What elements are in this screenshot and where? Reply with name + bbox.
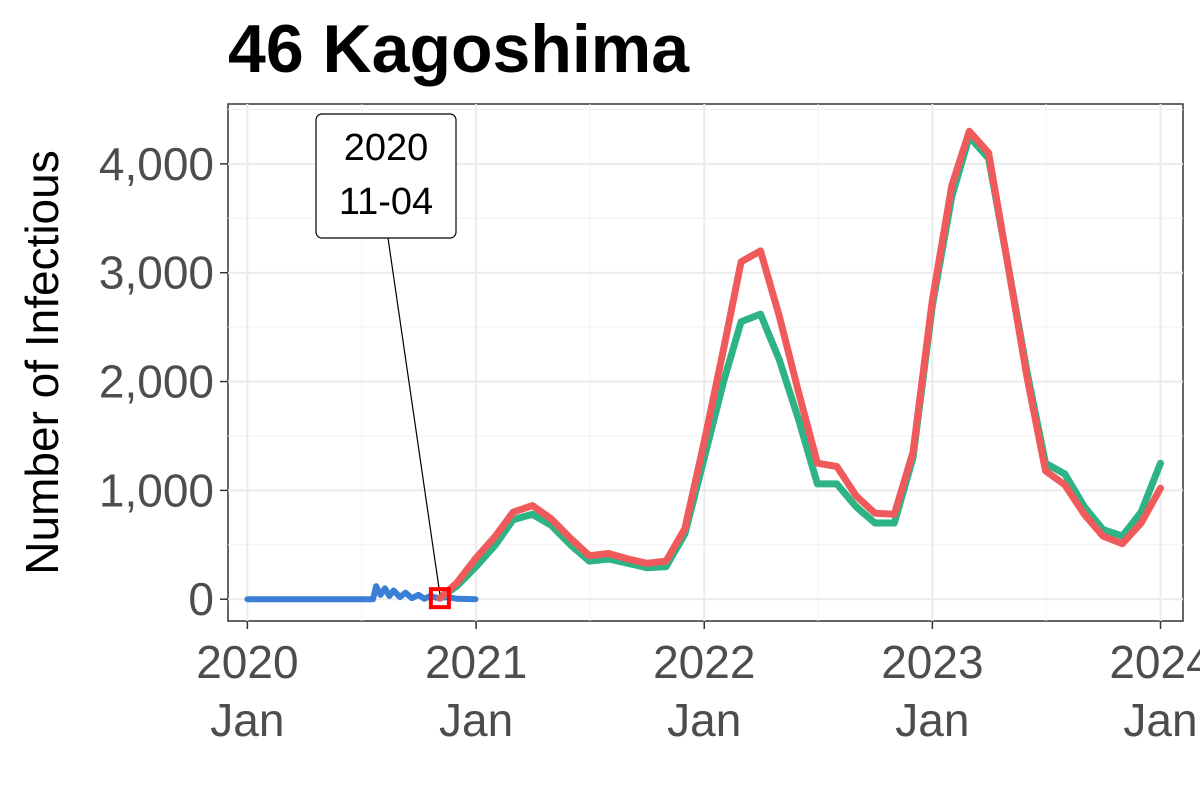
x-tick-label-year: 2021: [425, 636, 527, 688]
annotation-marker: [428, 587, 451, 610]
annotation-box: [315, 113, 457, 239]
x-tick-label-month: Jan: [210, 694, 284, 746]
x-tick-label-month: Jan: [439, 694, 513, 746]
y-tick-label: 2,000: [99, 356, 214, 408]
x-tick-label-month: Jan: [667, 694, 741, 746]
annotation-leader-line: [387, 237, 441, 595]
x-tick-label-year: 2023: [881, 636, 983, 688]
x-tick-label-year: 2024: [1109, 636, 1200, 688]
x-tick-label-month: Jan: [895, 694, 969, 746]
y-tick-label: 1,000: [99, 464, 214, 516]
y-tick-label: 3,000: [99, 247, 214, 299]
y-axis-label: Number of Infectious: [16, 150, 68, 574]
y-tick-label: 0: [188, 573, 214, 625]
x-tick-label-year: 2020: [196, 636, 298, 688]
annotation-line-2: 11-04: [339, 181, 433, 223]
chart-title: 46 Kagoshima: [228, 11, 690, 87]
x-tick-label-year: 2022: [653, 636, 755, 688]
annotation-line-1: 2020: [344, 127, 429, 169]
y-tick-label: 4,000: [99, 138, 214, 190]
series-line-3: [436, 127, 1164, 602]
x-tick-label-month: Jan: [1123, 694, 1197, 746]
